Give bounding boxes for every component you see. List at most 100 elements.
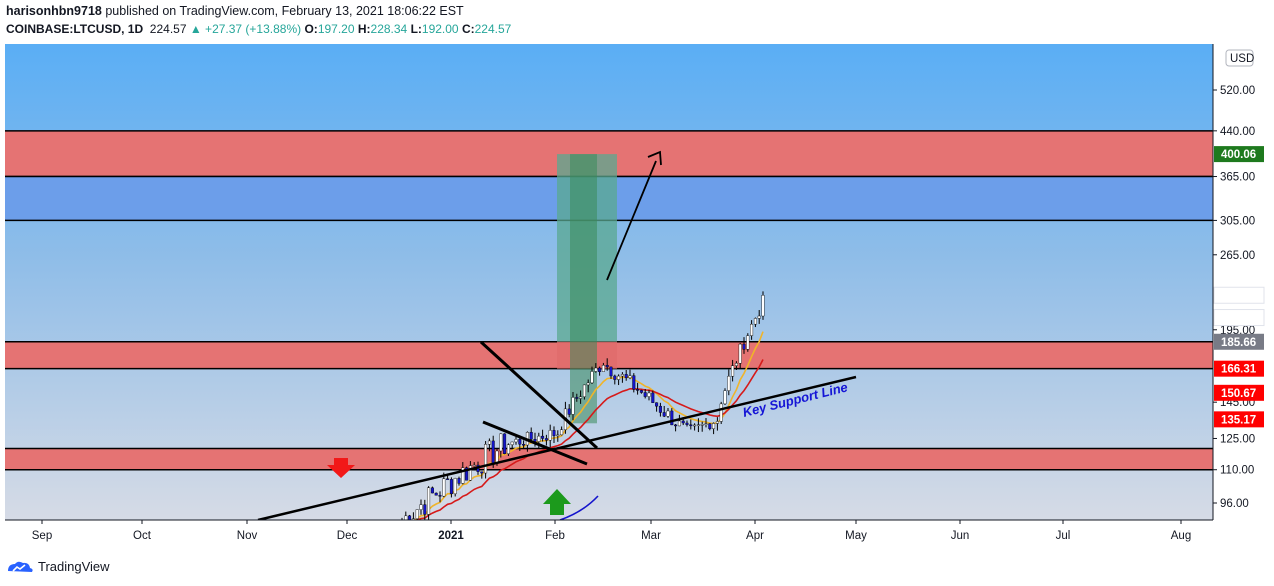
high-label: H: [357, 22, 371, 36]
low-value: 192.00 [421, 22, 459, 36]
red-down-arrow-icon [327, 458, 355, 478]
candle-body [689, 424, 693, 427]
x-tick-label: Oct [133, 530, 152, 542]
candle-body [560, 429, 564, 436]
candle-body [613, 375, 617, 380]
footer-brand-label: TradingView [38, 559, 110, 574]
candle-body [449, 479, 453, 495]
candle-body [598, 367, 602, 372]
candle-body [624, 374, 628, 379]
tradingview-logo-icon [8, 561, 33, 572]
y-tick-label: 305.00 [1220, 215, 1255, 227]
candle-body [491, 440, 495, 464]
candle-body [674, 424, 678, 427]
candle-body [544, 438, 548, 441]
price-tag-label: 135.17 [1221, 414, 1256, 426]
candle-body [628, 375, 632, 379]
candle-body [419, 504, 423, 510]
chart-frame[interactable]: Key Support Line 520.00 440.00 365.00 305.0… [5, 44, 1268, 550]
candle-body [503, 433, 507, 454]
y-tick-label: 110.00 [1220, 465, 1254, 477]
publish-info: harisonhbn9718 published on TradingView.… [6, 4, 464, 18]
candle-body [582, 384, 586, 398]
price-tag-label: 224.57 [1221, 290, 1256, 302]
high-value: 228.34 [370, 22, 408, 36]
published-text: published on TradingView.com, February 1… [105, 4, 464, 18]
candle-body [617, 375, 621, 380]
x-tick-label: Sep [32, 530, 52, 542]
candle-body [442, 478, 446, 497]
candle-body [757, 315, 761, 319]
candle-body [605, 365, 609, 368]
candle-body [704, 423, 708, 425]
candle-body [742, 343, 746, 350]
price-tag [1214, 360, 1264, 377]
x-tick-label: Feb [545, 530, 565, 542]
candle-body [643, 392, 647, 397]
candle-body [708, 423, 712, 429]
price-tag [1214, 146, 1264, 163]
price-tag-label: 166.31 [1221, 364, 1257, 376]
candle-body [548, 430, 552, 441]
candle-body [404, 515, 408, 521]
footer-brand[interactable]: TradingView [6, 559, 110, 574]
price-tag-label: 400.06 [1221, 149, 1256, 161]
low-label: L: [410, 22, 422, 36]
candle-body [423, 504, 427, 515]
ema-long-line [559, 495, 599, 521]
wedge-lower-line [482, 420, 588, 466]
candle-body [537, 435, 541, 442]
candle-body [453, 478, 457, 495]
candle-body [601, 365, 605, 372]
candle-body [480, 471, 484, 474]
target-arrow-line [606, 160, 657, 281]
price-tag [1214, 384, 1264, 401]
green-up-arrow-icon [543, 489, 571, 515]
x-tick-label: Jul [1056, 530, 1071, 542]
candle-body [579, 396, 583, 399]
candle-body [662, 412, 666, 417]
candle-body [639, 390, 643, 393]
candle-body [446, 478, 450, 480]
candle-body [731, 365, 735, 377]
candle-body [556, 434, 560, 437]
close-label: C: [461, 22, 475, 36]
candle-body [693, 424, 697, 427]
price-chart[interactable]: Key Support Line 520.00440.00365.00305.0… [5, 44, 1268, 550]
candle-body [609, 366, 613, 377]
candle-body [666, 410, 670, 417]
candle-body [575, 397, 579, 399]
candle-body [484, 444, 488, 474]
price-tag [1214, 333, 1264, 350]
candle-body [522, 444, 526, 446]
candle-body [727, 375, 731, 391]
currency-badge [1225, 49, 1254, 67]
candle-body [529, 432, 533, 440]
candle-body [677, 420, 681, 427]
open-label: O: [304, 22, 318, 36]
candle-body [514, 439, 518, 443]
price-tag-label: 53:58 [1221, 313, 1251, 325]
candle-body [438, 495, 442, 497]
x-tick-label: Dec [337, 530, 358, 542]
candle-body [761, 295, 765, 317]
candle-body [571, 397, 575, 415]
candle-body [518, 439, 522, 445]
x-tick-label: May [845, 530, 867, 542]
x-tick-label: Jun [951, 530, 970, 542]
candle-body [465, 467, 469, 481]
candle-body [655, 402, 659, 407]
price-tag-label: 150.67 [1221, 388, 1256, 400]
open-value: 197.20 [317, 22, 355, 36]
candle-body [586, 382, 590, 386]
ema-fast-line [401, 331, 764, 523]
y-tick-label: 365.00 [1220, 172, 1255, 184]
candle-body [712, 423, 716, 429]
symbol-label: COINBASE:LTCUSD, 1D [6, 22, 144, 36]
candle-body [541, 435, 545, 439]
price-tag [1213, 309, 1265, 327]
ohlc-legend: COINBASE:LTCUSD, 1D 224.57 ▲ +27.37 (+13… [6, 22, 511, 36]
zone-base-support [5, 448, 1213, 470]
candle-body [647, 392, 651, 397]
candle-body [700, 424, 704, 426]
